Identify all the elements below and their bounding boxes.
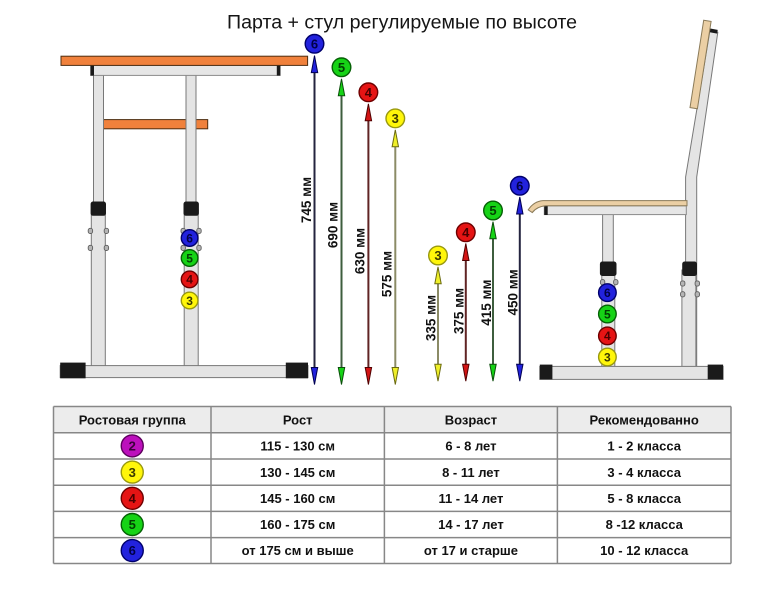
svg-text:450 мм: 450 мм bbox=[505, 269, 520, 315]
svg-text:745 мм: 745 мм bbox=[299, 177, 314, 223]
svg-text:115 - 130 см: 115 - 130 см bbox=[260, 439, 335, 454]
svg-text:6: 6 bbox=[516, 178, 523, 193]
svg-text:от 175 см и выше: от 175 см и выше bbox=[242, 543, 354, 558]
svg-text:2: 2 bbox=[129, 439, 136, 454]
svg-text:3: 3 bbox=[129, 465, 136, 480]
svg-text:415 мм: 415 мм bbox=[479, 279, 494, 325]
svg-text:5: 5 bbox=[489, 203, 496, 218]
svg-text:3 - 4 класса: 3 - 4 класса bbox=[607, 465, 681, 480]
svg-text:3: 3 bbox=[392, 111, 399, 126]
svg-text:3: 3 bbox=[434, 248, 441, 263]
svg-text:130 - 145 см: 130 - 145 см bbox=[260, 465, 335, 480]
svg-text:375 мм: 375 мм bbox=[452, 288, 467, 334]
svg-text:6: 6 bbox=[311, 36, 318, 51]
svg-text:Рекомендованно: Рекомендованно bbox=[590, 412, 699, 427]
svg-text:14 - 17 лет: 14 - 17 лет bbox=[438, 517, 504, 532]
svg-text:4: 4 bbox=[462, 225, 470, 240]
svg-text:Возраст: Возраст bbox=[445, 412, 497, 427]
svg-text:160 - 175 см: 160 - 175 см bbox=[260, 517, 335, 532]
svg-text:690 мм: 690 мм bbox=[326, 202, 341, 248]
svg-text:145 - 160 см: 145 - 160 см bbox=[260, 491, 335, 506]
svg-text:3: 3 bbox=[604, 350, 611, 364]
svg-text:10 - 12 класса: 10 - 12 класса bbox=[600, 543, 689, 558]
svg-text:4: 4 bbox=[129, 491, 137, 506]
svg-text:4: 4 bbox=[365, 85, 373, 100]
svg-text:6: 6 bbox=[129, 543, 136, 558]
svg-text:5: 5 bbox=[604, 307, 611, 321]
svg-text:11 - 14 лет: 11 - 14 лет bbox=[438, 491, 503, 506]
svg-text:335 мм: 335 мм bbox=[423, 295, 438, 341]
svg-text:Рост: Рост bbox=[283, 412, 313, 427]
svg-text:5: 5 bbox=[186, 251, 193, 265]
svg-text:1 - 2 класса: 1 - 2 класса bbox=[607, 439, 681, 454]
svg-text:630 мм: 630 мм bbox=[353, 228, 368, 274]
svg-text:6 - 8 лет: 6 - 8 лет bbox=[445, 439, 496, 454]
svg-text:8 -12 класса: 8 -12 класса bbox=[606, 517, 684, 532]
svg-text:5: 5 bbox=[129, 517, 136, 532]
svg-text:4: 4 bbox=[186, 273, 193, 287]
svg-text:5: 5 bbox=[338, 60, 345, 75]
svg-text:4: 4 bbox=[604, 329, 611, 343]
svg-text:3: 3 bbox=[186, 294, 193, 308]
svg-text:8 - 11 лет: 8 - 11 лет bbox=[442, 465, 500, 480]
svg-text:Парта + стул регулируемые по в: Парта + стул регулируемые по высоте bbox=[227, 12, 577, 34]
svg-text:от 17 и старше: от 17 и старше bbox=[424, 543, 518, 558]
svg-text:5 - 8 класса: 5 - 8 класса bbox=[607, 491, 681, 506]
svg-text:6: 6 bbox=[186, 231, 193, 245]
svg-text:Ростовая группа: Ростовая группа bbox=[79, 412, 187, 427]
svg-text:6: 6 bbox=[604, 286, 611, 300]
svg-text:575 мм: 575 мм bbox=[380, 251, 395, 297]
